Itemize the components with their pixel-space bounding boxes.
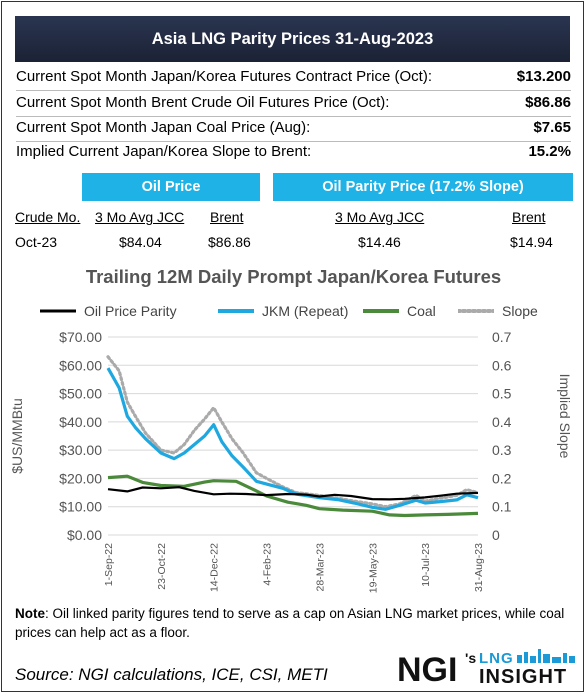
y2-axis-label: Implied Slope (557, 374, 573, 459)
footnote: Note: Oil linked parity figures tend to … (15, 604, 575, 642)
oil-parity-header: Oil Parity Price (17.2% Slope) (273, 173, 573, 201)
x-tick-label: 1-Sep-22 (103, 543, 115, 586)
column-header-parity-brent: Brent (512, 209, 546, 225)
y2-tick-label: 0.7 (492, 329, 512, 345)
y2-tick-label: 0.6 (492, 357, 512, 373)
legend-label: Coal (407, 303, 436, 319)
x-tick-label: 4-Feb-23 (262, 543, 274, 586)
column-header-parity-jcc: 3 Mo Avg JCC (335, 209, 425, 225)
summary-value: 15.2% (528, 143, 571, 160)
divider (16, 141, 571, 142)
y-tick-label: $50.00 (59, 386, 102, 402)
note-text: : Oil linked parity figures tend to serv… (15, 606, 565, 640)
logo-sup: 's (465, 650, 476, 666)
oil-price-header: Oil Price (82, 173, 260, 201)
legend-label: Slope (502, 303, 538, 319)
y-axis-label: $US/MMBtu (9, 398, 25, 473)
x-tick-label: 19-May-23 (367, 543, 379, 593)
legend-swatch (458, 309, 494, 313)
note-label: Note (15, 606, 45, 621)
x-tick-label: 10-Jul-23 (420, 543, 432, 587)
series-line-oil-price-parity (107, 486, 479, 501)
summary-label: Implied Current Japan/Korea Slope to Bre… (16, 143, 312, 160)
ngi-lng-insight-logo: NGI 's LNG INSIGHT (397, 643, 577, 689)
legend-item-jkm: JKM (Repeat) (218, 301, 348, 321)
table-cell: $14.46 (358, 234, 401, 250)
summary-value: $7.65 (533, 119, 571, 136)
legend-label: JKM (Repeat) (262, 303, 349, 319)
summary-label: Current Spot Month Brent Crude Oil Futur… (16, 94, 390, 111)
logo-graphic: NGI 's LNG INSIGHT (397, 649, 575, 689)
legend-swatch (363, 309, 399, 313)
y-tick-label: $30.00 (59, 442, 102, 458)
source-credit: Source: NGI calculations, ICE, CSI, METI (15, 665, 328, 684)
series-line-coal (107, 474, 479, 518)
table-cell: $14.94 (510, 234, 553, 250)
y-tick-label: $0.00 (67, 527, 102, 543)
y2-tick-label: 0.1 (492, 499, 512, 515)
legend-swatch (40, 309, 76, 313)
column-header-brent: Brent (210, 209, 244, 225)
legend-swatch (218, 309, 254, 313)
table-cell: $86.86 (208, 234, 251, 250)
column-header-jcc: 3 Mo Avg JCC (95, 209, 185, 225)
logo-lng: LNG (479, 650, 514, 667)
legend-item-oil-parity: Oil Price Parity (40, 301, 177, 321)
series-line-jkm-repeat (106, 367, 479, 511)
divider (16, 90, 571, 91)
summary-label: Current Spot Month Japan/Korea Futures C… (16, 68, 433, 85)
summary-value: $86.86 (525, 94, 571, 111)
series-line-slope (106, 355, 480, 509)
logo-skyline (517, 649, 575, 663)
table-cell: $84.04 (119, 234, 162, 250)
y2-tick-label: 0.3 (492, 442, 512, 458)
y2-tick-label: 0.4 (492, 414, 512, 430)
logo-ngi: NGI (397, 651, 457, 689)
summary-label: Current Spot Month Japan Coal Price (Aug… (16, 119, 311, 136)
legend-label: Oil Price Parity (84, 303, 177, 319)
column-header-crude-month: Crude Mo. (15, 209, 81, 225)
x-tick-label: 28-Mar-23 (314, 543, 326, 592)
legend-item-slope: Slope (458, 301, 538, 321)
legend-item-coal: Coal (363, 301, 436, 321)
logo-insight: INSIGHT (479, 666, 567, 688)
x-tick-label: 14-Dec-22 (209, 543, 221, 592)
x-tick-label: 23-Oct-22 (156, 543, 168, 590)
chart-title: Trailing 12M Daily Prompt Japan/Korea Fu… (85, 266, 502, 287)
page-title: Asia LNG Parity Prices 31-Aug-2023 (15, 16, 570, 62)
y-tick-label: $40.00 (59, 414, 102, 430)
line-chart: $0.00 0 $10.00 0.1 $20.00 0.2 $30.00 0.3 $40.00 0… (9, 329, 573, 593)
y2-tick-label: 0.5 (492, 386, 512, 402)
y2-tick-label: 0.2 (492, 470, 512, 486)
x-tick-label: 31-Aug-23 (473, 543, 485, 592)
table-cell: Oct-23 (15, 234, 58, 250)
y-tick-label: $70.00 (59, 329, 102, 345)
y-tick-label: $20.00 (59, 470, 102, 486)
y-tick-label: $10.00 (59, 499, 102, 515)
divider (16, 116, 571, 117)
y-tick-label: $60.00 (59, 357, 102, 373)
y2-tick-label: 0 (492, 527, 500, 543)
summary-value: $13.200 (516, 68, 571, 85)
